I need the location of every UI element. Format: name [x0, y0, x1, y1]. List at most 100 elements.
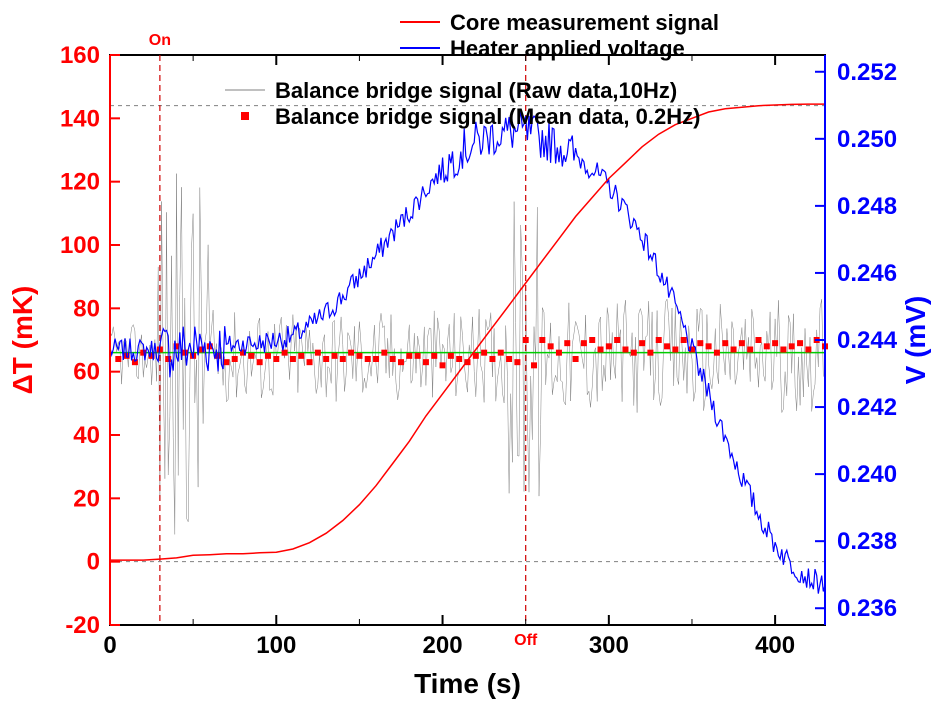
mean-dot — [381, 350, 387, 356]
yright-tick-label: 0.236 — [837, 595, 897, 622]
mean-dot — [697, 340, 703, 346]
mean-dot — [498, 350, 504, 356]
mean-dot — [298, 353, 304, 359]
mean-dot — [556, 350, 562, 356]
mean-dot — [248, 353, 254, 359]
mean-dot — [548, 343, 554, 349]
mean-dot — [348, 350, 354, 356]
yleft-tick-label: 60 — [73, 359, 100, 386]
mean-dot — [481, 350, 487, 356]
mean-dot — [589, 337, 595, 343]
mean-dot — [764, 343, 770, 349]
mean-dot — [614, 337, 620, 343]
legend-label: Balance bridge signal (Raw data,10Hz) — [275, 78, 677, 103]
yright-tick-label: 0.240 — [837, 461, 897, 488]
mean-dot — [755, 337, 761, 343]
mean-dot — [257, 359, 263, 365]
yright-tick-label: 0.252 — [837, 59, 897, 86]
mean-dot — [165, 356, 171, 362]
mean-dot — [448, 353, 454, 359]
x-tick-label: 300 — [589, 632, 629, 659]
mean-dot — [747, 347, 753, 353]
legend-label: Core measurement signal — [450, 10, 719, 35]
on-annotation: On — [149, 32, 171, 49]
mean-dot — [514, 359, 520, 365]
mean-dot — [282, 350, 288, 356]
mean-dot — [373, 356, 379, 362]
mean-dot — [423, 359, 429, 365]
mean-dot — [323, 356, 329, 362]
mean-dot — [564, 340, 570, 346]
mean-dot — [265, 353, 271, 359]
mean-dot — [398, 359, 404, 365]
mean-dot — [731, 347, 737, 353]
mean-dot — [440, 362, 446, 368]
mean-dot — [581, 340, 587, 346]
mean-dot — [406, 353, 412, 359]
yright-axis-label: V (mV) — [900, 296, 931, 385]
mean-dot — [340, 356, 346, 362]
mean-dot — [739, 340, 745, 346]
yleft-tick-label: -20 — [65, 612, 100, 639]
mean-dot — [356, 353, 362, 359]
mean-dot — [631, 350, 637, 356]
mean-dot — [622, 347, 628, 353]
mean-dot — [656, 337, 662, 343]
mean-dot — [647, 350, 653, 356]
mean-dot — [797, 340, 803, 346]
mean-dot — [232, 356, 238, 362]
mean-dot — [223, 359, 229, 365]
yleft-tick-label: 100 — [60, 232, 100, 259]
mean-dot — [805, 347, 811, 353]
mean-dot — [489, 356, 495, 362]
plot-frame — [110, 55, 825, 625]
core-red-series — [110, 104, 825, 560]
off-annotation: Off — [514, 632, 538, 649]
yleft-tick-label: 120 — [60, 169, 100, 196]
mean-dot — [681, 337, 687, 343]
mean-dot — [780, 347, 786, 353]
mean-dot — [315, 350, 321, 356]
mean-dot — [115, 356, 121, 362]
mean-dot — [531, 362, 537, 368]
yleft-tick-label: 20 — [73, 485, 100, 512]
mean-dot — [672, 347, 678, 353]
yleft-tick-label: 40 — [73, 422, 100, 449]
mean-dot — [706, 343, 712, 349]
yleft-tick-label: 160 — [60, 42, 100, 69]
yright-tick-label: 0.244 — [837, 327, 898, 354]
mean-dot — [506, 356, 512, 362]
yright-tick-label: 0.238 — [837, 528, 897, 555]
mean-dot — [473, 353, 479, 359]
mean-dot — [722, 340, 728, 346]
yleft-tick-label: 80 — [73, 295, 100, 322]
yleft-tick-label: 0 — [87, 549, 100, 576]
mean-dot — [415, 353, 421, 359]
yright-tick-label: 0.248 — [837, 193, 897, 220]
mean-dot — [431, 353, 437, 359]
x-tick-label: 400 — [755, 632, 795, 659]
mean-dot — [290, 356, 296, 362]
x-axis-label: Time (s) — [414, 668, 521, 699]
mean-dot — [523, 337, 529, 343]
yright-tick-label: 0.250 — [837, 126, 897, 153]
mean-dot — [598, 347, 604, 353]
mean-dot — [456, 356, 462, 362]
mean-dot — [573, 356, 579, 362]
mean-dot — [606, 343, 612, 349]
mean-dot — [789, 343, 795, 349]
mean-dot — [539, 337, 545, 343]
mean-dot — [273, 356, 279, 362]
legend-label: Heater applied voltage — [450, 36, 685, 61]
mean-dot — [307, 359, 313, 365]
mean-dot — [331, 353, 337, 359]
x-tick-label: 0 — [103, 632, 116, 659]
dual-axis-chart: 0100200300400-200204060801001201401600.2… — [0, 0, 937, 724]
x-tick-label: 200 — [423, 632, 463, 659]
x-tick-label: 100 — [256, 632, 296, 659]
yleft-tick-label: 140 — [60, 105, 100, 132]
yleft-axis-label: ΔT (mK) — [7, 286, 38, 395]
mean-dot — [714, 350, 720, 356]
mean-dot — [664, 343, 670, 349]
yright-tick-label: 0.242 — [837, 394, 897, 421]
